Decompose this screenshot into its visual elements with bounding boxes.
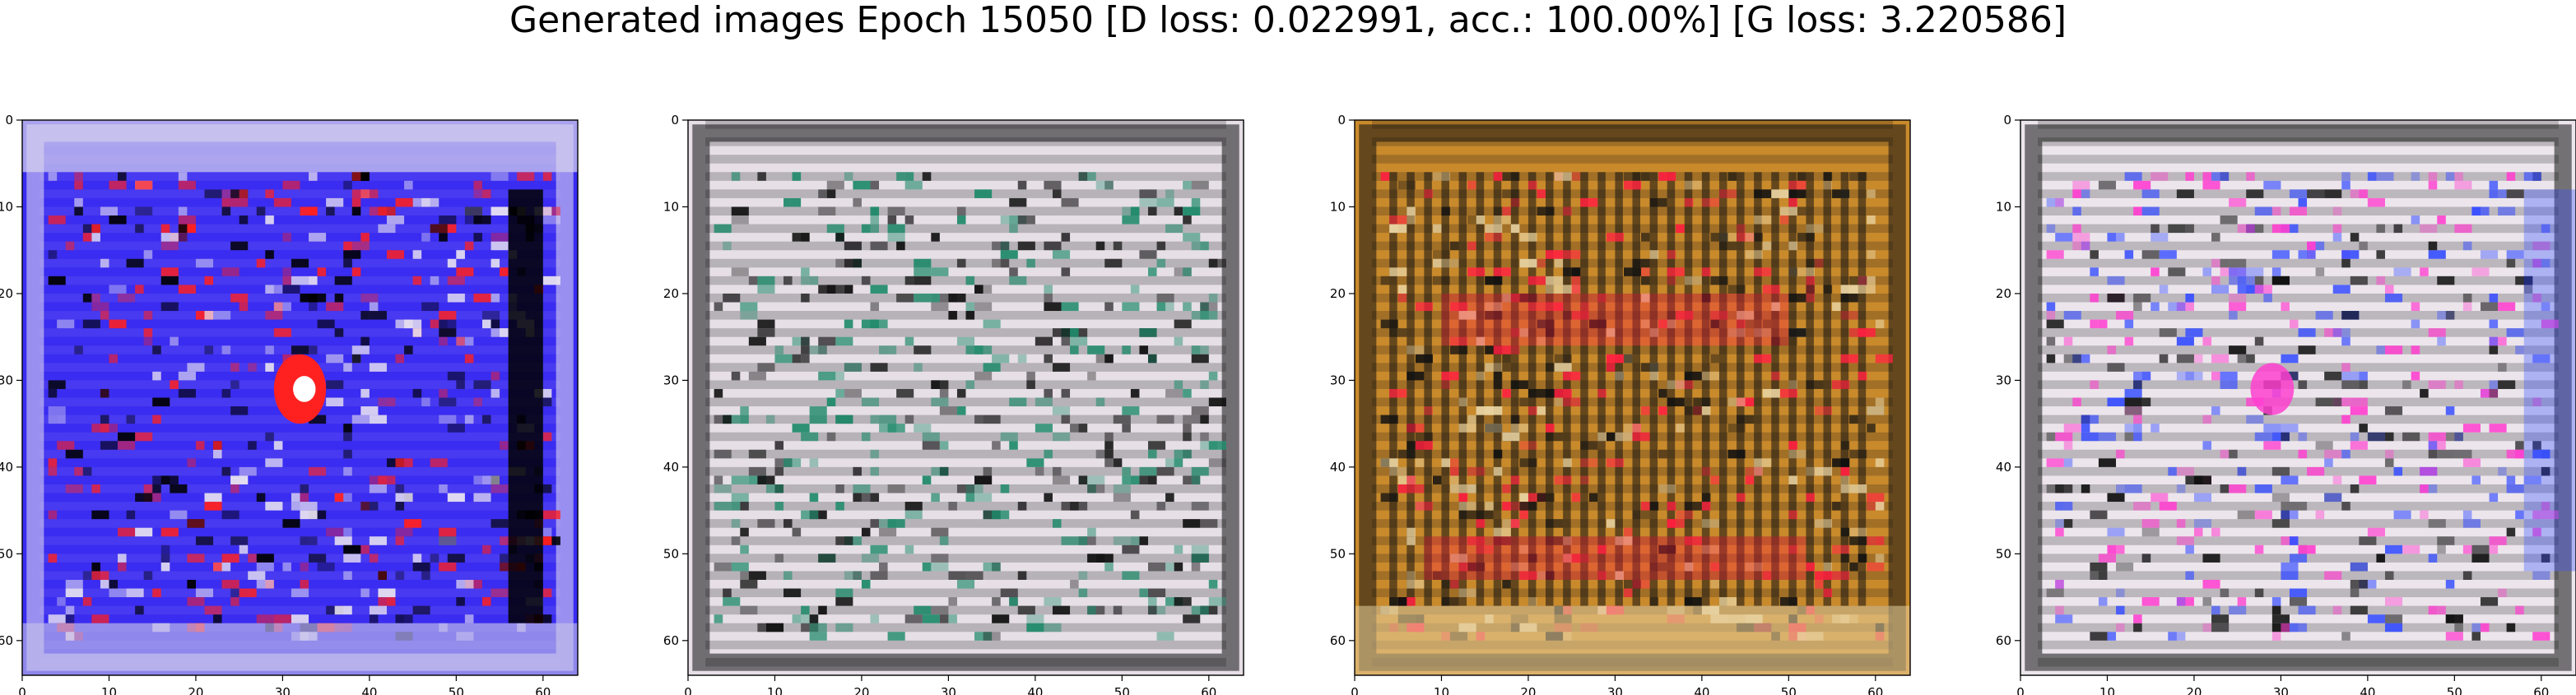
y-tick-label: 20: [0, 286, 13, 301]
x-tick-label: 20: [2186, 685, 2202, 695]
y-tick-label: 40: [663, 460, 679, 475]
x-tick-label: 60: [1867, 685, 1883, 695]
x-tick-label: 10: [101, 685, 117, 695]
y-tick-label: 20: [663, 286, 679, 301]
y-tick-label: 60: [1996, 633, 2011, 648]
y-tick-label: 60: [663, 633, 679, 648]
x-tick-label: 0: [1351, 685, 1359, 695]
x-tick-label: 40: [1694, 685, 1709, 695]
axes-frame: [1354, 119, 1911, 676]
x-tick-label: 30: [2273, 685, 2289, 695]
generated-image-3: [1355, 120, 1910, 675]
image-subplot-2: 0 10 20 30 40 50 60 0 10 20 30 40 50 60: [663, 113, 1244, 695]
x-tick-label: 50: [2447, 685, 2462, 695]
x-tick-label: 50: [1114, 685, 1130, 695]
y-tick-label: 60: [1330, 633, 1346, 648]
y-tick-label: 0: [2003, 113, 2011, 127]
image-subplot-3: 0 10 20 30 40 50 60 0 10 20 30 40 50 60: [1330, 113, 1911, 695]
x-tick-label: 30: [941, 685, 956, 695]
y-tick-label: 30: [1996, 373, 2011, 387]
y-tick-label: 0: [671, 113, 679, 127]
x-tick-label: 10: [1434, 685, 1449, 695]
x-tick-label: 60: [535, 685, 551, 695]
y-tick-label: 30: [663, 373, 679, 387]
y-tick-label: 10: [1330, 199, 1346, 214]
x-tick-label: 40: [1027, 685, 1043, 695]
y-tick-label: 30: [1330, 373, 1346, 387]
y-tick-label: 60: [0, 633, 13, 648]
image-subplot-4: 0 10 20 30 40 50 60 0 10 20 30 40 50 60: [1996, 113, 2576, 695]
x-tick-label: 30: [275, 685, 291, 695]
generated-image-1: [22, 120, 578, 675]
y-tick-label: 40: [1996, 460, 2011, 475]
x-tick-label: 50: [1781, 685, 1797, 695]
x-tick-label: 60: [2533, 685, 2549, 695]
x-tick-label: 0: [684, 685, 692, 695]
generated-image-2: [688, 120, 1244, 675]
y-tick-label: 50: [1330, 546, 1346, 561]
x-tick-label: 0: [18, 685, 26, 695]
x-tick-label: 20: [853, 685, 869, 695]
y-tick-label: 0: [5, 113, 13, 127]
x-tick-label: 60: [1201, 685, 1216, 695]
x-tick-label: 40: [361, 685, 377, 695]
x-tick-label: 0: [2016, 685, 2025, 695]
x-tick-label: 50: [449, 685, 464, 695]
x-tick-label: 10: [767, 685, 783, 695]
y-tick-label: 40: [1330, 460, 1346, 475]
y-tick-label: 30: [0, 373, 13, 387]
y-tick-label: 0: [1337, 113, 1346, 127]
y-tick-label: 50: [0, 546, 13, 561]
y-tick-label: 20: [1330, 286, 1346, 301]
y-tick-label: 10: [1996, 199, 2011, 214]
y-tick-label: 50: [1996, 546, 2011, 561]
figure-suptitle: Generated images Epoch 15050 [D loss: 0.…: [509, 0, 2067, 41]
y-tick-label: 20: [1996, 286, 2011, 301]
y-tick-label: 10: [0, 199, 13, 214]
x-tick-label: 10: [2099, 685, 2115, 695]
image-subplot-1: 0 10 20 30 40 50 60 0 10 20 30 40 50 60: [0, 113, 579, 695]
axes-frame: [687, 119, 1244, 676]
y-tick-label: 50: [663, 546, 679, 561]
generated-image-4: [2020, 120, 2576, 675]
x-tick-label: 30: [1607, 685, 1623, 695]
axes-frame: [2020, 119, 2576, 676]
x-tick-label: 20: [188, 685, 203, 695]
y-tick-label: 10: [663, 199, 679, 214]
x-tick-label: 40: [2360, 685, 2375, 695]
axes-frame: [21, 119, 579, 676]
x-tick-label: 20: [1520, 685, 1536, 695]
y-tick-label: 40: [0, 460, 13, 475]
